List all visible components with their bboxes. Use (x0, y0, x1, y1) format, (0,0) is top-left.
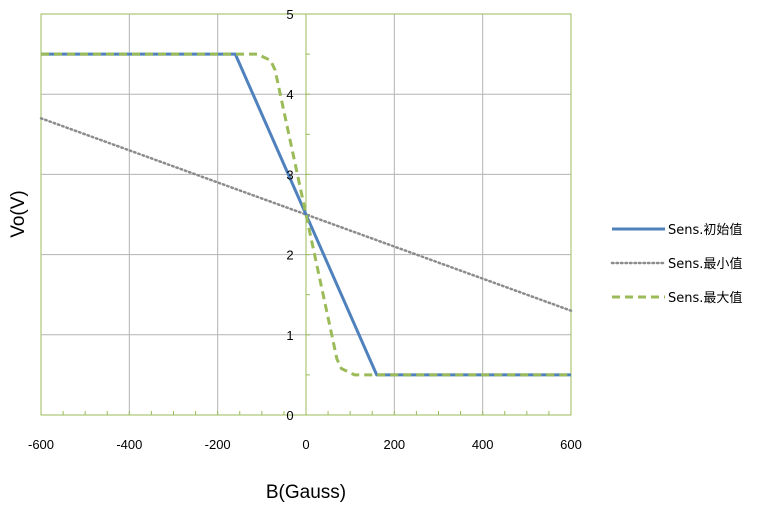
legend-label-1: Sens.最小值 (668, 256, 742, 272)
series-layer (39, 52, 573, 377)
legend-item-2: Sens.最大值 (612, 290, 742, 306)
legend-label-2: Sens.最大值 (668, 290, 742, 306)
x-tick-label-3: 0 (302, 437, 309, 452)
legend-item-0: Sens.初始值 (612, 222, 742, 238)
x-tick-label-0: -600 (28, 437, 54, 452)
y-tick-label-3: 3 (286, 167, 293, 182)
series-line-2 (41, 52, 571, 377)
series-line-1 (39, 117, 573, 312)
y-axis-title: Vo(V) (8, 190, 29, 238)
x-tick-labels: -600 -400 -200 0 200 400 600 (28, 437, 582, 452)
x-tick-label-6: 600 (560, 437, 582, 452)
x-tick-label-4: 200 (383, 437, 405, 452)
legend-item-1: Sens.最小值 (610, 256, 742, 272)
x-tick-label-5: 400 (472, 437, 494, 452)
y-tick-label-5: 5 (286, 7, 293, 22)
y-tick-label-4: 4 (286, 87, 293, 102)
y-tick-label-0: 0 (286, 408, 293, 423)
x-tick-label-1: -400 (116, 437, 142, 452)
legend: Sens.初始值 Sens.最小值 Sens.最大值 (610, 222, 742, 306)
y-tick-label-2: 2 (286, 248, 293, 263)
minor-ticks (62, 53, 550, 415)
y-tick-label-1: 1 (286, 328, 293, 343)
x-tick-label-2: -200 (205, 437, 231, 452)
y-tick-labels: 0 1 2 3 4 5 (286, 7, 293, 423)
x-axis-title: B(Gauss) (266, 482, 346, 503)
legend-label-0: Sens.初始值 (668, 222, 742, 238)
